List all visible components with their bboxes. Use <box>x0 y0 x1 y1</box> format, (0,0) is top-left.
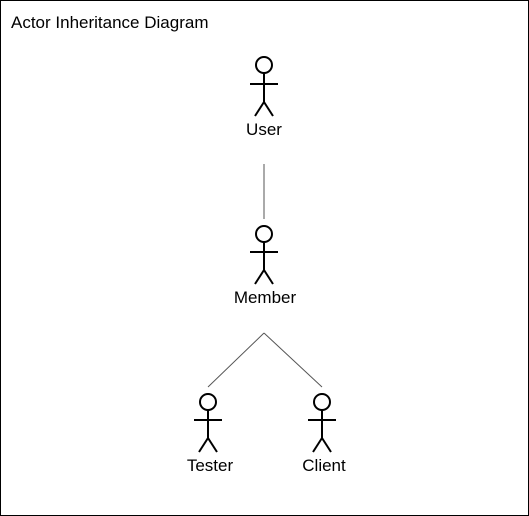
actor-tester: Tester <box>187 393 234 475</box>
connector-tester-member <box>207 332 265 388</box>
stick-figure-icon <box>250 225 278 285</box>
stick-figure-icon <box>250 56 278 117</box>
actor-label-tester: Tester <box>187 456 234 475</box>
stick-figure-icon <box>194 393 222 453</box>
stick-figure-icon <box>308 393 336 453</box>
actor-member: Member <box>234 225 297 307</box>
actor-user: User <box>246 56 282 139</box>
diagram-title: Actor Inheritance Diagram <box>11 13 209 32</box>
actor-label-client: Client <box>302 456 346 475</box>
actor-client: Client <box>302 393 346 475</box>
actor-label-user: User <box>246 120 282 139</box>
actor-label-member: Member <box>234 288 297 307</box>
connector-client-member <box>263 332 323 388</box>
